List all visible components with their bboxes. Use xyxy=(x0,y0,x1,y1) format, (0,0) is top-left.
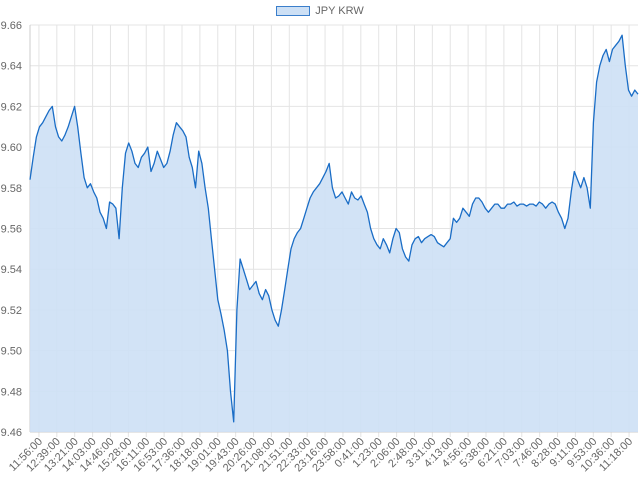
y-tick-label: 9.62 xyxy=(1,101,22,113)
y-tick-label: 9.46 xyxy=(1,427,22,439)
legend-swatch xyxy=(276,6,311,16)
y-tick-label: 9.56 xyxy=(1,224,22,236)
y-tick-label: 9.64 xyxy=(1,61,22,73)
y-tick-label: 9.58 xyxy=(1,183,22,195)
series-area-jpy-krw xyxy=(30,35,638,432)
legend: JPY KRW xyxy=(0,5,640,19)
y-tick-label: 9.60 xyxy=(1,142,22,154)
legend-label: JPY KRW xyxy=(315,5,364,17)
y-tick-label: 9.52 xyxy=(1,305,22,317)
legend-item-jpy-krw[interactable]: JPY KRW xyxy=(276,5,364,17)
y-tick-label: 9.66 xyxy=(1,20,22,32)
series-line-jpy-krw xyxy=(29,34,639,423)
y-tick-label: 9.48 xyxy=(1,386,22,398)
y-tick-label: 9.54 xyxy=(1,264,22,276)
y-tick-label: 9.50 xyxy=(1,346,22,358)
